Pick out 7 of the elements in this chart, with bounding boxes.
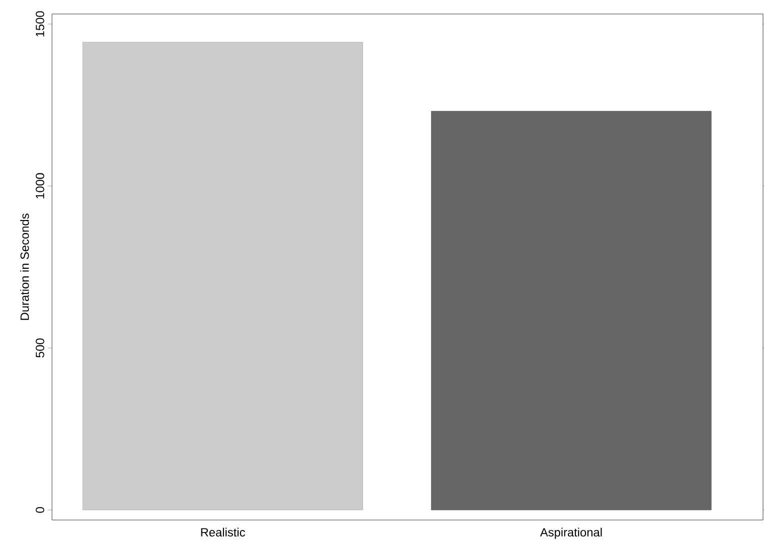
x-tick-label: Realistic: [201, 528, 246, 537]
x-tick-label: Aspirational: [540, 528, 602, 539]
y-tick-label: 1000: [36, 173, 44, 198]
y-axis-title: Duration in Seconds: [20, 214, 29, 320]
y-tick-label: 1500: [36, 11, 44, 36]
y-tick-label: 0: [36, 507, 44, 513]
y-tick-label: 500: [36, 338, 44, 358]
